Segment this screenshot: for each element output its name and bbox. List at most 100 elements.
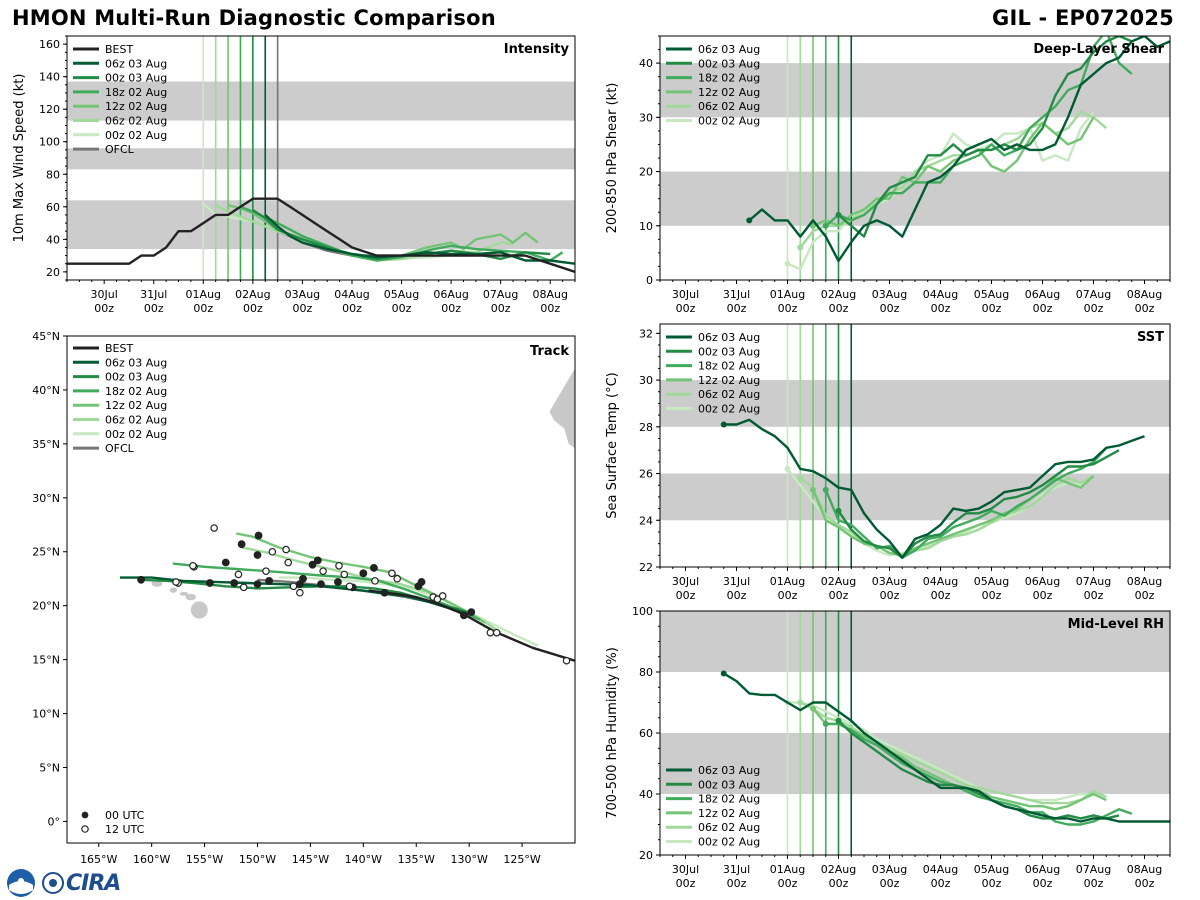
legend-label-00z-03-aug: 00z 03 Aug	[105, 371, 167, 384]
marker-12utc	[388, 569, 396, 578]
marker-12utc	[239, 583, 248, 592]
y-tick-label: 30	[639, 111, 653, 124]
y-tick-label: 140	[39, 71, 60, 84]
x-tick-label-date: 30Jul	[91, 288, 118, 301]
x-tick-label-hour: 00z	[1033, 302, 1053, 315]
x-tick-label-hour: 00z	[243, 302, 263, 315]
legend-label-06z-03-aug: 06z 03 Aug	[105, 356, 167, 369]
panel-rh: 2040608010030Jul00z31Jul00z01Aug00z02Aug…	[605, 605, 1171, 890]
x-tick-label-hour: 00z	[727, 589, 747, 602]
marker-12utc	[296, 588, 304, 597]
series-line-18z-02-aug	[825, 722, 1133, 826]
track-content	[119, 336, 575, 665]
page-title: HMON Multi-Run Diagnostic Comparison	[12, 6, 496, 30]
legend-label-18z-02-aug: 18z 02 Aug	[698, 793, 760, 806]
x-tick-label-hour: 00z	[1135, 302, 1155, 315]
agency-logo: CIRA	[6, 868, 121, 898]
legend-label-06z-02-aug: 06z 02 Aug	[698, 388, 760, 401]
marker-00utc	[414, 582, 423, 591]
y-tick-label: 20	[46, 266, 60, 279]
legend-label-06z-02-aug: 06z 02 Aug	[105, 115, 167, 128]
marker-00utc	[237, 540, 246, 549]
band-2	[67, 81, 575, 121]
y-tick-label: 60	[639, 727, 653, 740]
series-line-00z-03-aug	[837, 36, 1133, 238]
init-marker-00z-02-aug	[784, 465, 791, 472]
series-group	[720, 418, 1145, 559]
x-tick-label-date: 08Aug	[1127, 863, 1162, 876]
legend-label-18z-02-aug: 18z 02 Aug	[698, 72, 760, 85]
x-tick-label-date: 05Aug	[974, 863, 1009, 876]
marker-12utc	[282, 545, 290, 554]
lon-tick-label: 145°W	[292, 853, 329, 866]
legend-label-12z-02-aug: 12z 02 Aug	[105, 100, 167, 113]
x-tick-label-date: 02Aug	[821, 863, 856, 876]
x-tick-label-hour: 00z	[491, 302, 511, 315]
marker-00utc	[137, 575, 145, 584]
marker-12utc	[345, 582, 354, 591]
legend-label-12z-02-aug: 12z 02 Aug	[698, 86, 760, 99]
lon-tick-label: 160°W	[133, 853, 170, 866]
legend-label-06z-03-aug: 06z 03 Aug	[698, 331, 760, 344]
legend-label-ofcl: OFCL	[105, 442, 135, 455]
marker-00utc	[317, 580, 325, 589]
x-tick-label-hour: 00z	[931, 589, 951, 602]
x-tick-label-date: 06Aug	[1025, 863, 1060, 876]
band-1	[67, 148, 575, 170]
x-tick-label-hour: 00z	[982, 302, 1002, 315]
x-tick-label-hour: 00z	[392, 302, 412, 315]
init-marker-12z-02-aug	[810, 486, 816, 493]
legend-marker-12utc	[81, 825, 89, 833]
legend-label-12z-02-aug: 12z 02 Aug	[698, 374, 760, 387]
init-marker-18z-02-aug	[822, 222, 829, 229]
x-tick-label-date: 05Aug	[974, 575, 1009, 588]
marker-00utc	[253, 551, 262, 559]
legend-label-06z-02-aug: 06z 02 Aug	[105, 414, 167, 427]
x-tick-label-date: 08Aug	[532, 288, 567, 301]
marker-12utc	[284, 558, 292, 567]
legend-label-00z-02-aug: 00z 02 Aug	[105, 129, 167, 142]
x-tick-label-hour: 00z	[676, 877, 696, 890]
marker-12utc	[486, 628, 495, 637]
x-tick-label-date: 03Aug	[872, 575, 907, 588]
x-tick-label-hour: 00z	[829, 589, 849, 602]
x-tick-label-hour: 00z	[829, 302, 849, 315]
storm-id-title: GIL - EP072025	[992, 6, 1174, 30]
legend-label-00z-02-aug: 00z 02 Aug	[698, 115, 760, 128]
x-tick-label-date: 30Jul	[672, 863, 699, 876]
x-tick-label-hour: 00z	[293, 302, 313, 315]
init-marker-12z-02-aug	[810, 705, 816, 712]
x-tick-label-hour: 00z	[880, 302, 900, 315]
marker-12utc	[393, 574, 402, 583]
series-line-06z-03-aug	[723, 418, 1145, 559]
track-line-06z-03-aug	[119, 576, 470, 616]
series-line-12z-02-aug	[812, 116, 1095, 228]
x-tick-label-date: 31Jul	[723, 288, 750, 301]
x-tick-label-hour: 00z	[1084, 302, 1104, 315]
lat-tick-label: 40°N	[32, 384, 60, 397]
lon-tick-label: 130°W	[450, 853, 487, 866]
init-marker-00z-03-aug	[835, 211, 842, 218]
series-line-06z-02-aug	[799, 701, 1107, 805]
x-tick-label-date: 31Jul	[723, 575, 750, 588]
lat-tick-label: 35°N	[32, 438, 60, 451]
series-group	[67, 197, 575, 274]
x-tick-label-date: 04Aug	[334, 288, 369, 301]
y-axis-label: 700-500 hPa Humidity (%)	[605, 647, 620, 819]
marker-12utc	[234, 570, 243, 579]
x-tick-label-date: 03Aug	[872, 863, 907, 876]
x-tick-label-hour: 00z	[727, 877, 747, 890]
series-group	[720, 670, 1170, 826]
legend-label-18z-02-aug: 18z 02 Aug	[105, 86, 167, 99]
legend-label-best: BEST	[105, 342, 133, 355]
x-tick-label-date: 02Aug	[821, 288, 856, 301]
marker-00utc	[205, 579, 214, 587]
marker-12utc	[189, 561, 197, 570]
x-tick-label-hour: 00z	[144, 302, 164, 315]
marker-00utc	[313, 556, 322, 565]
init-marker-12z-02-aug	[810, 222, 816, 229]
x-tick-label-date: 04Aug	[923, 575, 958, 588]
marker-12utc	[268, 547, 277, 556]
legend-label-06z-03-aug: 06z 03 Aug	[698, 43, 760, 56]
